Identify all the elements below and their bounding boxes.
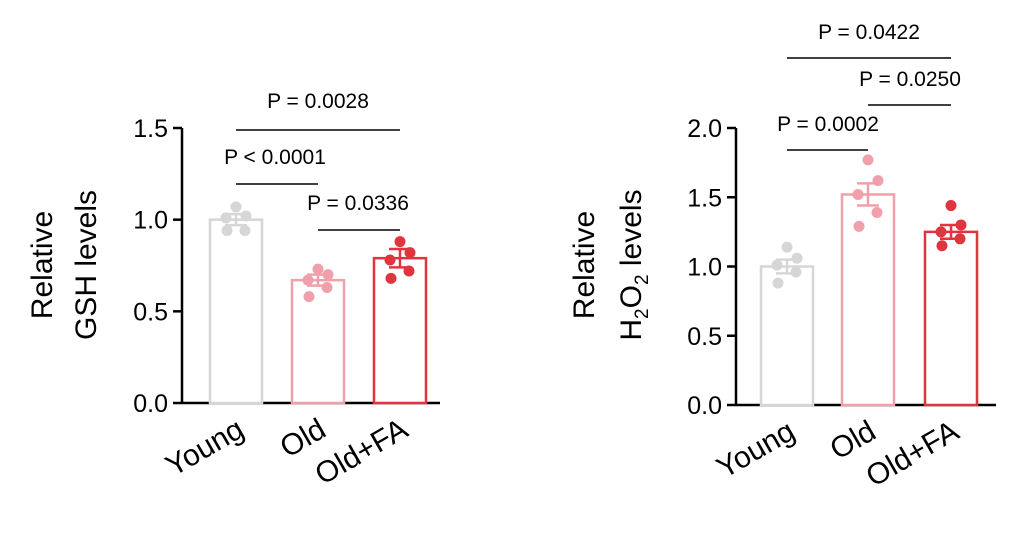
category-label: Old+FA <box>861 414 965 493</box>
data-point <box>772 277 784 289</box>
data-point <box>239 225 251 237</box>
y-axis-title-line2: GSH levels <box>70 190 103 340</box>
data-point <box>791 252 803 264</box>
y-axis-title-part: 2 <box>632 274 653 285</box>
y-axis-title-line1: Relative <box>568 211 601 319</box>
y-axis-title-part: O <box>615 285 648 308</box>
p-value-label: P = 0.0336 <box>307 192 409 215</box>
p-value-label: P = 0.0028 <box>267 90 369 113</box>
y-axis-title-line1: Relative <box>26 211 59 319</box>
y-tick-label: 1.0 <box>133 207 168 235</box>
data-point <box>220 212 232 224</box>
bar-old-fa <box>923 230 979 407</box>
data-point <box>955 219 967 231</box>
y-tick-label: 2.0 <box>687 115 722 143</box>
data-point <box>935 226 947 238</box>
data-point <box>240 210 252 222</box>
data-point <box>853 220 865 232</box>
category-label: Old+FA <box>310 412 414 491</box>
category-label: Young <box>160 412 249 483</box>
data-point <box>404 247 416 259</box>
data-point <box>871 206 883 218</box>
data-point <box>852 188 864 200</box>
data-point <box>936 240 948 252</box>
y-tick-label: 0.5 <box>687 323 722 351</box>
data-point <box>230 201 242 213</box>
data-point <box>384 254 396 266</box>
y-axis-title-part: levels <box>615 189 648 274</box>
p-value-label: P = 0.0422 <box>818 21 920 44</box>
data-point <box>872 175 884 187</box>
p-value-label: P < 0.0001 <box>224 146 326 169</box>
y-axis-title-part: H <box>615 319 648 341</box>
y-tick-label: 1.5 <box>687 184 722 212</box>
data-point <box>303 291 315 303</box>
y-tick-label: 1.0 <box>687 254 722 282</box>
bar-young <box>759 265 815 407</box>
y-axis-title-line2: H2O2 levels <box>615 189 653 340</box>
y-tick-label: 1.5 <box>133 115 168 143</box>
data-point <box>771 259 783 271</box>
bar-old <box>840 193 896 407</box>
data-point <box>862 154 874 166</box>
data-point <box>394 236 406 248</box>
y-tick-label: 0.5 <box>133 298 168 326</box>
data-point <box>945 200 957 212</box>
data-point <box>403 265 415 277</box>
data-point <box>302 274 314 286</box>
p-value-label: P = 0.0002 <box>777 113 879 136</box>
bar-old <box>290 278 346 405</box>
y-tick-label: 0.0 <box>133 390 168 418</box>
y-tick-label: 0.0 <box>687 392 722 420</box>
bar-young <box>208 218 264 405</box>
data-point <box>221 225 233 237</box>
data-point <box>312 263 324 275</box>
data-point <box>781 241 793 253</box>
y-axis-title-part: 2 <box>632 308 653 319</box>
data-point <box>790 266 802 278</box>
data-point <box>321 282 333 293</box>
bar-old-fa <box>372 256 428 405</box>
data-point <box>954 233 966 245</box>
data-point <box>385 272 397 284</box>
category-label: Young <box>711 414 800 485</box>
data-point <box>322 269 334 281</box>
p-value-label: P = 0.0250 <box>859 68 961 91</box>
